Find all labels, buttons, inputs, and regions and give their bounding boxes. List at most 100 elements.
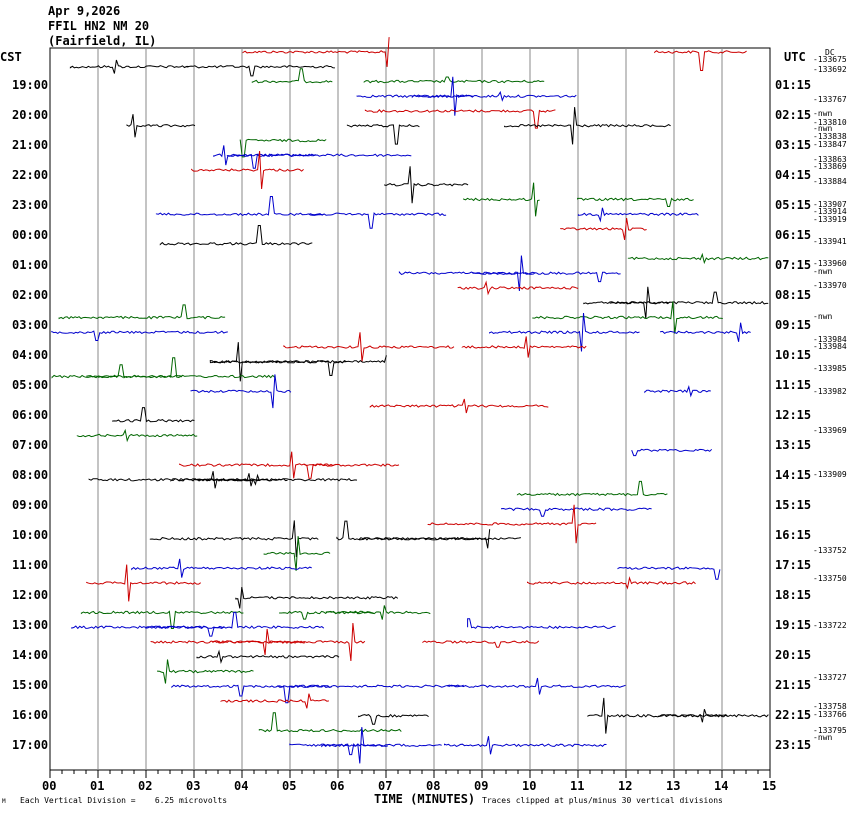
seismic-trace xyxy=(149,520,319,558)
left-axis-label: CST xyxy=(0,50,22,64)
seismic-trace xyxy=(112,407,195,423)
seismic-trace xyxy=(126,114,196,138)
seismic-trace xyxy=(170,473,358,487)
seismic-trace xyxy=(422,640,540,648)
seismic-trace xyxy=(191,150,304,190)
seismic-trace xyxy=(226,153,412,169)
right-annotation: -nwn xyxy=(813,124,833,133)
seismic-trace xyxy=(321,743,442,756)
right-time-label: 07:15 xyxy=(775,258,812,272)
right-annotation: -133984 xyxy=(813,335,847,344)
seismic-trace xyxy=(463,182,540,217)
right-annotation: -133884 xyxy=(813,177,847,186)
seismic-trace xyxy=(325,605,431,620)
seismic-trace xyxy=(145,611,325,630)
right-annotation: -133985 xyxy=(813,364,847,373)
x-tick-label: 10 xyxy=(522,779,537,793)
right-time-label: 22:15 xyxy=(775,708,812,722)
seismic-trace xyxy=(51,364,183,379)
right-annotation: -nwn xyxy=(813,733,833,742)
right-time-label: 16:15 xyxy=(775,528,812,542)
right-annotation: -133847 xyxy=(813,140,847,149)
seismic-trace xyxy=(444,736,607,755)
right-time-label: 05:15 xyxy=(775,198,812,212)
right-time-label: 17:15 xyxy=(775,558,812,572)
footer-division-note: Each Vertical Division = 6.25 microvolts xyxy=(20,796,228,805)
seismic-trace xyxy=(631,448,713,457)
left-time-label: 11:00 xyxy=(12,558,49,572)
x-tick-label: 13 xyxy=(666,779,681,793)
seismic-trace xyxy=(196,649,340,664)
seismic-trace xyxy=(213,145,316,166)
seismic-trace xyxy=(587,697,729,734)
seismic-trace xyxy=(364,109,556,129)
right-annotation: -133982 xyxy=(813,387,847,396)
seismic-trace xyxy=(654,50,747,71)
seismic-trace xyxy=(304,463,400,479)
footer-clip-note: Traces clipped at plus/minus 30 vertical… xyxy=(482,796,723,805)
right-annotation: -133727 xyxy=(813,673,847,682)
right-time-label: 21:15 xyxy=(775,678,812,692)
left-time-label: 20:00 xyxy=(12,108,49,122)
seismic-trace xyxy=(527,576,696,590)
seismic-trace xyxy=(472,271,621,283)
x-tick-label: 14 xyxy=(714,779,729,793)
seismic-trace xyxy=(258,712,402,733)
right-time-label: 23:15 xyxy=(775,738,812,752)
left-time-label: 21:00 xyxy=(12,138,49,152)
seismic-trace xyxy=(609,291,769,305)
right-annotation: -133941 xyxy=(813,237,847,246)
seismic-trace xyxy=(577,197,694,207)
seismic-trace xyxy=(69,59,189,74)
seismic-trace xyxy=(220,693,329,709)
seismic-trace xyxy=(159,225,313,246)
right-time-label: 12:15 xyxy=(775,408,812,422)
seismic-trace xyxy=(184,65,335,77)
x-tick-label: 07 xyxy=(378,779,393,793)
right-annotation: -nwn xyxy=(813,109,833,118)
x-tick-label: 01 xyxy=(90,779,105,793)
right-annotation: -133969 xyxy=(813,426,847,435)
seismic-trace xyxy=(58,304,226,320)
seismic-trace xyxy=(171,684,333,697)
seismic-trace xyxy=(51,330,228,341)
x-axis-label: TIME (MINUTES) xyxy=(374,792,476,806)
seismic-trace xyxy=(411,90,577,102)
right-annotation: -133692 xyxy=(813,65,847,74)
corner-mark: M xyxy=(2,798,6,805)
left-time-label: 07:00 xyxy=(12,438,49,452)
x-tick-label: 15 xyxy=(762,779,777,793)
left-time-label: 23:00 xyxy=(12,198,49,212)
x-tick-label: 04 xyxy=(234,779,249,793)
right-annotation: DC xyxy=(825,48,835,57)
right-annotation: -nwn xyxy=(813,267,833,276)
left-time-label: 10:00 xyxy=(12,528,49,542)
seismic-trace xyxy=(501,507,652,517)
left-time-label: 03:00 xyxy=(12,318,49,332)
seismic-trace xyxy=(263,536,331,571)
left-time-label: 01:00 xyxy=(12,258,49,272)
left-time-label: 00:00 xyxy=(12,228,49,242)
right-annotation: -133795 xyxy=(813,726,847,735)
seismic-trace xyxy=(346,123,420,145)
right-time-label: 11:15 xyxy=(775,378,812,392)
seismic-trace xyxy=(447,677,626,695)
seismic-trace xyxy=(279,610,374,620)
x-tick-label: 05 xyxy=(282,779,297,793)
right-time-label: 03:15 xyxy=(775,138,812,152)
right-annotation: -133984 xyxy=(813,342,847,351)
right-annotation: -133752 xyxy=(813,546,847,555)
x-tick-label: 06 xyxy=(330,779,345,793)
left-time-label: 04:00 xyxy=(12,348,49,362)
right-annotation: -133914 xyxy=(813,207,847,216)
seismic-trace xyxy=(489,312,640,352)
x-tick-label: 08 xyxy=(426,779,441,793)
seismic-trace xyxy=(560,218,647,240)
left-time-label: 02:00 xyxy=(12,288,49,302)
seismic-trace xyxy=(383,166,469,204)
seismic-trace xyxy=(86,564,201,602)
left-time-label: 08:00 xyxy=(12,468,49,482)
right-time-label: 08:15 xyxy=(775,288,812,302)
right-annotation: -133675 xyxy=(813,55,847,64)
